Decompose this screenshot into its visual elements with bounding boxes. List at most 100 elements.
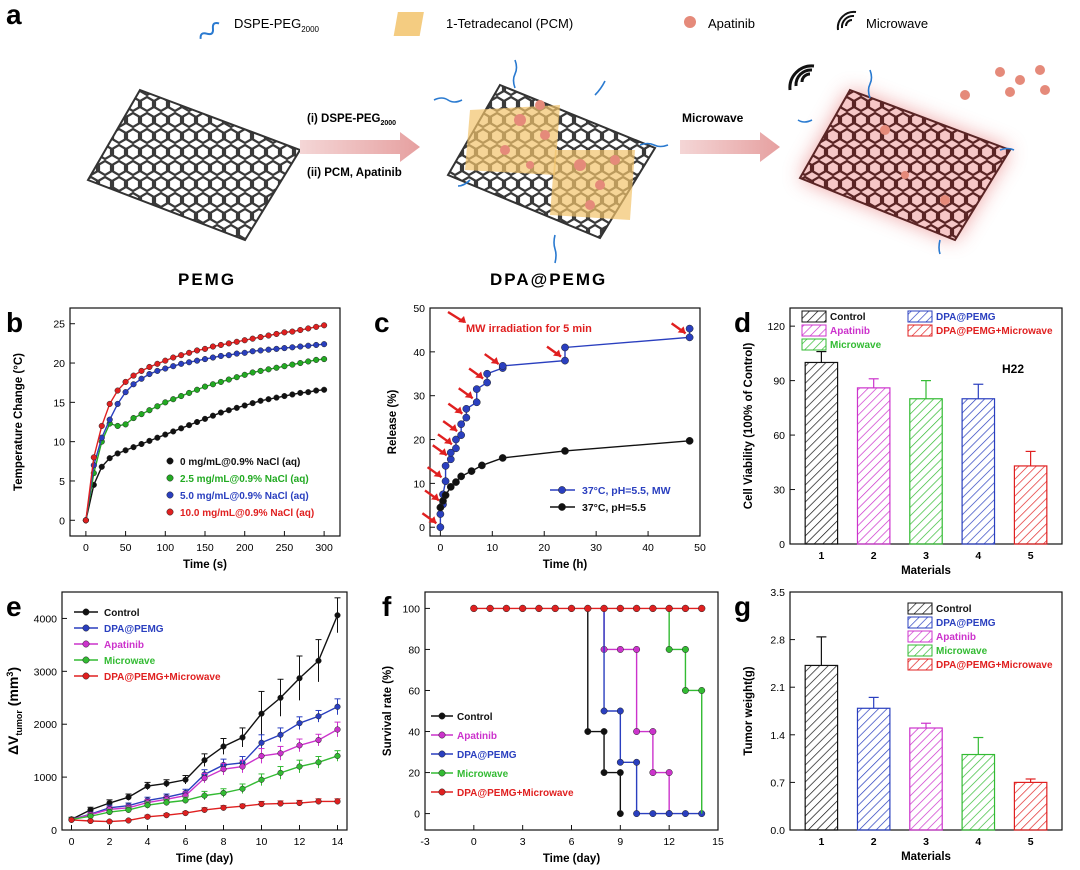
y-tick-label: 0.7 (770, 777, 785, 789)
y-tick-label: 0 (414, 809, 420, 821)
data-point (186, 349, 193, 356)
data-point (296, 720, 303, 727)
data-point (281, 329, 288, 336)
data-point (649, 604, 657, 613)
y-axis-label: ΔVtumor (mm3) (5, 667, 24, 755)
mw-arrowhead (438, 448, 447, 456)
data-point (561, 356, 569, 365)
data-point (441, 491, 450, 500)
data-point (233, 404, 240, 411)
x-tick-label: 12 (663, 836, 675, 848)
mw-arrows (421, 322, 687, 525)
data-point (154, 403, 161, 410)
data-point (297, 326, 304, 334)
data-point (305, 358, 312, 365)
y-tick-label: 0 (51, 825, 57, 837)
legend-marker (82, 624, 90, 632)
legend-label: Apatinib (936, 632, 976, 643)
legend-marker (438, 788, 446, 796)
data-point (154, 360, 161, 367)
legend-marker (166, 491, 174, 499)
x-tick-label: 1 (818, 550, 824, 562)
data-point (162, 365, 169, 372)
data-point (441, 461, 450, 470)
data-point (616, 810, 624, 818)
mw-arrowhead (433, 470, 442, 478)
annotation: H22 (1002, 362, 1024, 376)
peg-chain-icon (199, 21, 220, 39)
data-point (186, 359, 193, 366)
data-point (258, 776, 265, 783)
data-point (146, 437, 153, 444)
data-point (163, 799, 170, 806)
data-point (98, 463, 105, 470)
data-point (186, 389, 193, 396)
bar (1013, 781, 1048, 831)
panel-a: a DSPE-PEG2000 1-Tetradecanol (PCM) Apat… (6, 0, 1050, 289)
x-tick-label: 3 (520, 836, 526, 848)
data-point (170, 363, 177, 370)
bar (909, 398, 943, 545)
y-tick-label: 60 (773, 430, 785, 442)
legend-marker (82, 656, 90, 664)
data-point (220, 766, 227, 773)
x-tick-label: 3 (923, 836, 929, 848)
data-point (162, 399, 169, 406)
data-point (194, 386, 201, 393)
series-DPA@PEMG+Microwave (470, 604, 706, 613)
data-point (313, 356, 320, 363)
series-37°C, pH=5.5 (436, 437, 694, 512)
legend-mw-label: Microwave (866, 16, 928, 31)
y-tick-label: 3000 (34, 666, 58, 678)
pemg-graphene-sheet (86, 88, 302, 242)
data-point (665, 769, 673, 777)
legend-label: Apatinib (104, 640, 144, 651)
data-point (178, 360, 185, 367)
data-point (685, 437, 694, 445)
data-point (225, 407, 232, 414)
panel-letter-f: f (382, 591, 392, 622)
data-point (633, 758, 641, 766)
data-point (561, 343, 569, 352)
bar (909, 727, 943, 831)
x-tick-label: 50 (694, 542, 706, 554)
x-tick-label: 0 (69, 836, 75, 848)
data-point (239, 763, 246, 770)
data-point (257, 397, 264, 404)
data-point (457, 472, 466, 481)
data-point (122, 389, 129, 396)
bar (961, 398, 996, 545)
y-tick-label: 2.1 (770, 682, 785, 694)
plot-frame (429, 307, 701, 537)
y-tick-label: 30 (413, 391, 425, 403)
data-point (249, 335, 256, 342)
data-point (170, 428, 177, 435)
legend-drug-label: Apatinib (708, 16, 755, 31)
x-axis-label: Time (h) (543, 559, 588, 571)
legend-marker (558, 486, 566, 494)
data-point (170, 396, 177, 403)
data-point (486, 604, 494, 613)
data-point (472, 385, 481, 393)
legend-swatch (907, 602, 933, 615)
x-tick-label: 1 (818, 836, 824, 848)
bar (856, 387, 891, 545)
data-point (249, 400, 256, 407)
data-point (665, 810, 673, 818)
data-point (138, 440, 145, 448)
mw-arrowhead (475, 371, 484, 379)
data-point (277, 769, 284, 776)
series-2.5 mg/mL@0.9% NaCl (aq) (82, 356, 328, 524)
panel-e: e 0 2 4 6 8 10 12 14 0 1000 2000 3000 4000 Time (day) Δ… (5, 591, 348, 865)
data-point (194, 418, 201, 426)
legend-label: 37°C, pH=5.5 (582, 502, 646, 514)
data-point (209, 354, 216, 361)
data-point (289, 344, 296, 351)
data-point (685, 324, 694, 333)
series-Microwave (68, 750, 341, 823)
data-point (130, 372, 137, 379)
legend-swatch (907, 658, 933, 671)
mw-arrowhead (553, 349, 561, 357)
y-tick-label: 15 (53, 397, 65, 409)
data-point (281, 345, 288, 352)
